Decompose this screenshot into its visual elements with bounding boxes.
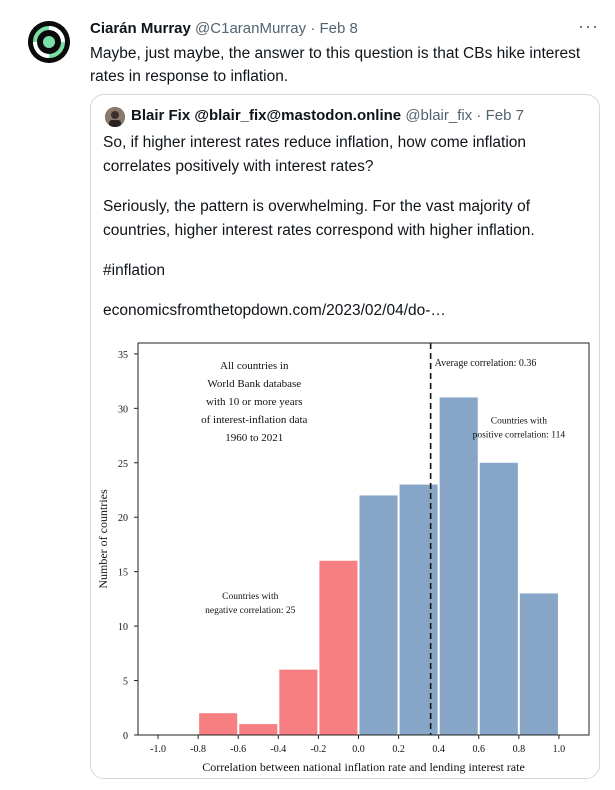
- histogram-bar: [359, 495, 398, 735]
- author-handle[interactable]: @C1aranMurray: [195, 20, 307, 37]
- author-avatar[interactable]: [28, 21, 70, 63]
- negative-note-line: negative correlation: 25: [205, 606, 295, 616]
- info-line: 1960 to 2021: [225, 432, 283, 444]
- histogram-bar: [239, 724, 278, 735]
- info-line: All countries in: [220, 360, 289, 372]
- histogram-bar: [399, 484, 438, 735]
- x-tick-label: 0.2: [392, 744, 405, 755]
- x-tick-label: 0.4: [432, 744, 445, 755]
- quoted-author-handle[interactable]: @blair_fix: [405, 107, 473, 124]
- tweet-text: Maybe, just maybe, the answer to this qu…: [90, 45, 581, 85]
- info-line: World Bank database: [207, 378, 301, 390]
- quoted-tweet-text: So, if higher interest rates reduce infl…: [103, 131, 583, 339]
- y-axis-label: Number of countries: [96, 489, 110, 589]
- x-tick-label: -0.2: [310, 744, 326, 755]
- info-line: of interest-inflation data: [201, 414, 307, 426]
- y-tick-label: 20: [118, 513, 128, 524]
- histogram-bar: [519, 593, 558, 735]
- x-tick-label: -1.0: [150, 744, 166, 755]
- positive-note-line: Countries with: [491, 417, 547, 427]
- info-annotation: All countries in World Bank database wit…: [201, 360, 307, 444]
- more-options-button[interactable]: ···: [578, 16, 599, 36]
- y-tick-label: 5: [123, 677, 128, 688]
- author-name[interactable]: Ciarán Murray: [90, 20, 191, 37]
- y-tick-label: 0: [123, 731, 128, 742]
- histogram-bar: [479, 462, 518, 735]
- quoted-paragraph: Seriously, the pattern is overwhelming. …: [103, 198, 535, 239]
- bars-group: [199, 397, 558, 735]
- quoted-tweet-header: Blair Fix @blair_fix@mastodon.online @bl…: [131, 106, 524, 126]
- quoted-author-name[interactable]: Blair Fix @blair_fix@mastodon.online: [131, 107, 402, 124]
- quoted-paragraph: So, if higher interest rates reduce infl…: [103, 134, 527, 175]
- quoted-tweet[interactable]: Blair Fix @blair_fix@mastodon.online @bl…: [90, 94, 600, 779]
- tweet-header: Ciarán Murray @C1aranMurray · Feb 8: [90, 19, 358, 39]
- y-tick-label: 35: [118, 350, 128, 361]
- y-ticks-group: 0 5 10 15 20 25 30 35: [118, 350, 138, 742]
- x-tick-label: -0.4: [270, 744, 286, 755]
- x-tick-label: -0.8: [190, 744, 206, 755]
- hashtag-link[interactable]: #inflation: [103, 262, 166, 279]
- quoted-tweet-date[interactable]: · Feb 7: [476, 107, 524, 124]
- negative-annotation: Countries with negative correlation: 25: [205, 592, 295, 616]
- histogram-chart: 0 5 10 15 20 25 30 35 -1.0 -0.8 -0.6 -0.4 -0.2 0.0 0.…: [91, 335, 599, 778]
- quoted-author-avatar[interactable]: [105, 107, 125, 127]
- y-tick-label: 25: [118, 459, 128, 470]
- y-tick-label: 30: [118, 404, 128, 415]
- histogram-bar: [199, 713, 238, 735]
- positive-note-line: positive correlation: 114: [473, 431, 566, 441]
- histogram-bar: [439, 397, 478, 735]
- x-tick-label: -0.6: [230, 744, 246, 755]
- histogram-bar: [319, 560, 358, 735]
- average-label: Average correlation: 0.36: [435, 358, 537, 369]
- x-axis-label: Correlation between national inflation r…: [202, 760, 525, 774]
- x-tick-label: 0.0: [352, 744, 365, 755]
- person-photo-icon: [105, 107, 125, 127]
- y-tick-label: 10: [118, 622, 128, 633]
- info-line: with 10 or more years: [206, 396, 303, 408]
- x-tick-label: 0.6: [473, 744, 486, 755]
- plot-frame: [137, 342, 590, 736]
- x-tick-label: 0.8: [513, 744, 526, 755]
- article-link[interactable]: economicsfromthetopdown.com/2023/02/04/d…: [103, 302, 446, 319]
- histogram-bar: [279, 669, 318, 735]
- x-tick-label: 1.0: [553, 744, 566, 755]
- tweet-date[interactable]: · Feb 8: [310, 20, 358, 37]
- y-tick-label: 15: [118, 568, 128, 579]
- swirl-logo-icon: [28, 21, 70, 63]
- positive-annotation: Countries with positive correlation: 114: [473, 417, 566, 441]
- histogram-svg: 0 5 10 15 20 25 30 35 -1.0 -0.8 -0.6 -0.4 -0.2 0.0 0.…: [91, 335, 599, 778]
- negative-note-line: Countries with: [222, 592, 278, 602]
- x-ticks-group: -1.0 -0.8 -0.6 -0.4 -0.2 0.0 0.2 0.4 0.6 0.8 1.0: [150, 735, 565, 755]
